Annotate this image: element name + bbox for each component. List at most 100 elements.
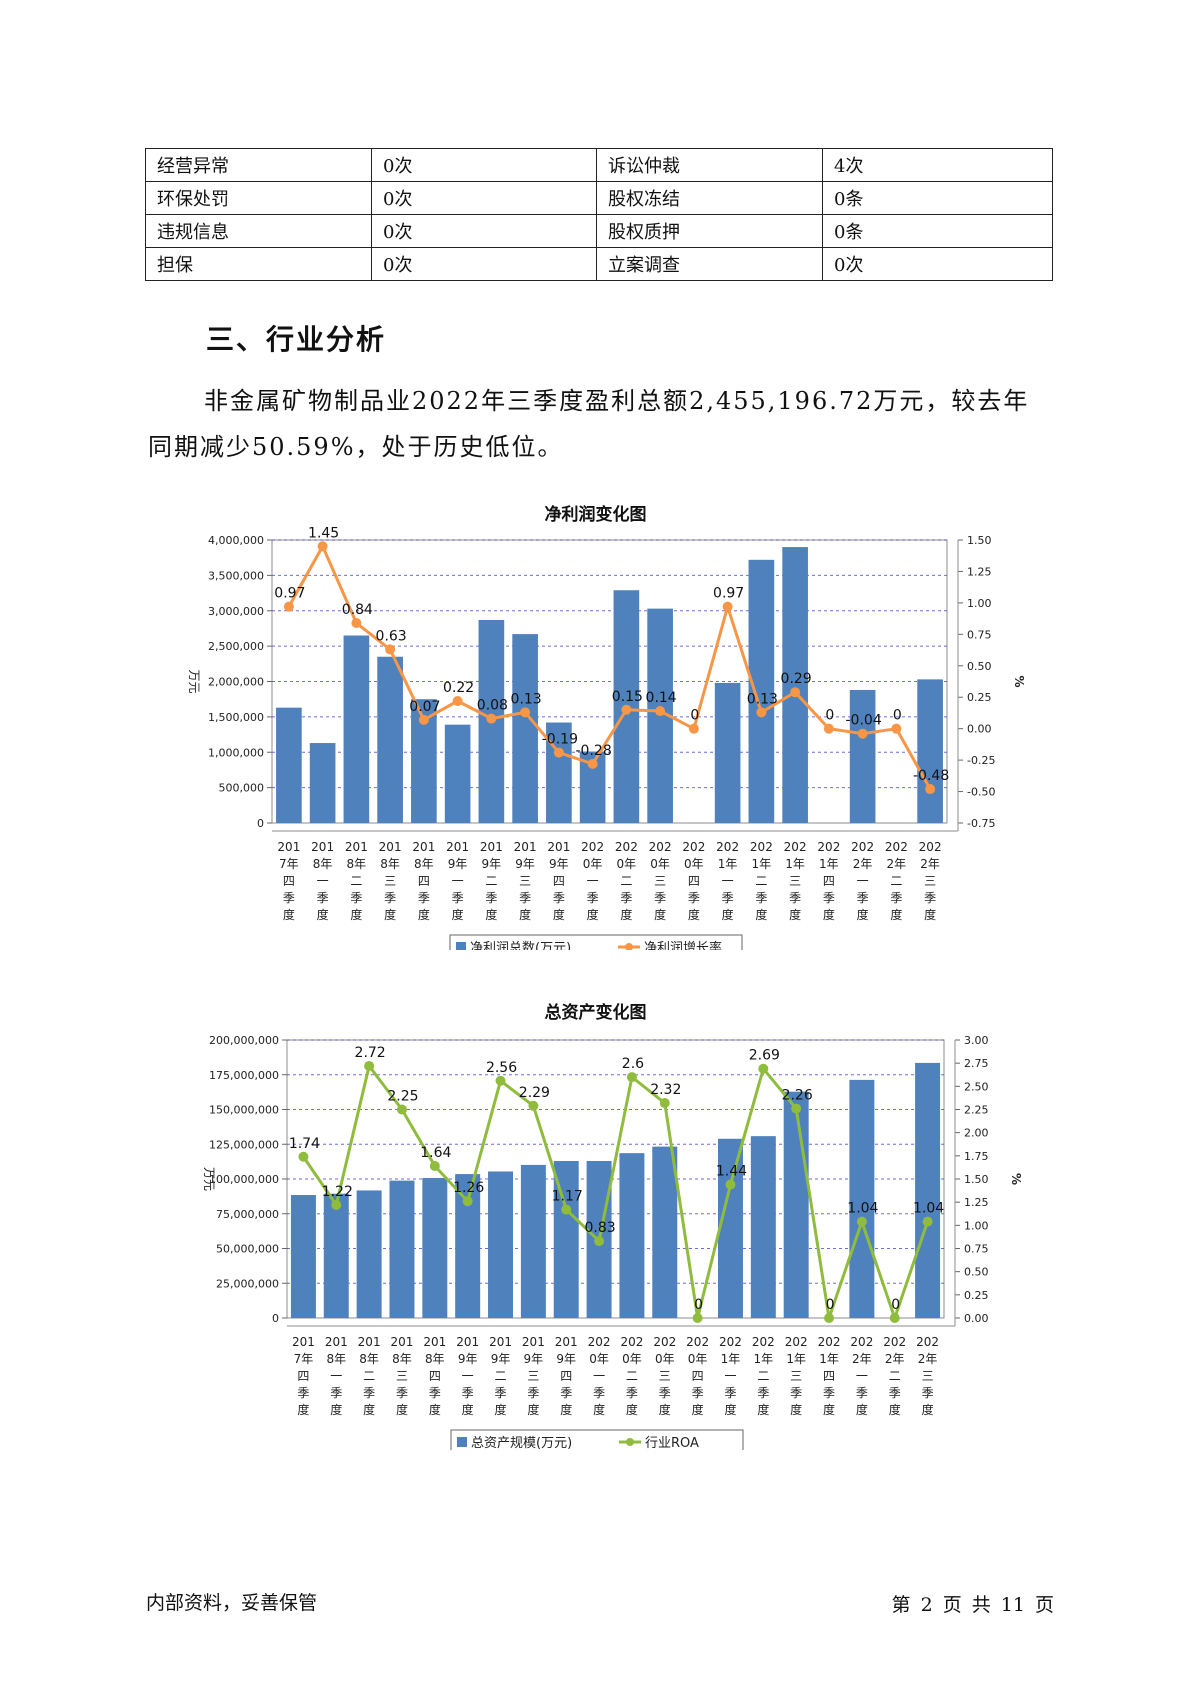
line-point bbox=[758, 1063, 769, 1074]
bar bbox=[917, 679, 943, 823]
data-label: 2.26 bbox=[782, 1088, 813, 1104]
footer-confidential-note: 内部资料，妥善保管 bbox=[146, 1592, 318, 1614]
x-tick-label: 202 1年二季度 bbox=[750, 840, 773, 922]
legend-box bbox=[449, 934, 743, 950]
bar bbox=[783, 1091, 809, 1318]
legend-bar-label: 净利润总数(万元) bbox=[470, 941, 571, 950]
data-label: 0.63 bbox=[376, 628, 407, 644]
line-point bbox=[486, 713, 497, 724]
x-tick-label: 202 1年一季度 bbox=[716, 840, 739, 922]
bar bbox=[290, 1195, 316, 1318]
x-tick-label: 202 1年三季度 bbox=[784, 840, 807, 922]
legend-line-marker bbox=[625, 943, 633, 950]
bar bbox=[444, 724, 471, 823]
bar bbox=[389, 1180, 415, 1318]
bar bbox=[520, 1164, 546, 1318]
data-label: 0 bbox=[690, 708, 699, 724]
y2-tick-label: 2.50 bbox=[964, 1080, 989, 1093]
line-point bbox=[520, 707, 531, 718]
x-tick-label: 202 1年四季度 bbox=[817, 840, 840, 922]
y-tick-label: 125,000,000 bbox=[209, 1138, 279, 1151]
y2-tick-label: -0.50 bbox=[967, 786, 995, 799]
table-row: 违规信息 0次 股权质押 0条 bbox=[145, 214, 1053, 248]
y2-tick-label: 2.75 bbox=[964, 1057, 989, 1070]
x-tick-label: 202 2年三季度 bbox=[919, 840, 942, 922]
y2-axis-title: % bbox=[1012, 675, 1026, 687]
y-tick-label: 0 bbox=[272, 1312, 279, 1325]
line-point bbox=[824, 1313, 835, 1323]
footer-page-number: 第 2 页 共 11 页 bbox=[891, 1594, 1054, 1616]
line-point bbox=[283, 601, 294, 612]
table-cell: 0次 bbox=[822, 247, 1053, 281]
bar bbox=[422, 1178, 448, 1318]
y-tick-label: 25,000,000 bbox=[216, 1277, 279, 1290]
y-tick-label: 0 bbox=[257, 817, 264, 830]
table-row: 经营异常 0次 诉讼仲裁 4次 bbox=[145, 148, 1053, 182]
x-tick-label: 202 0年一季度 bbox=[581, 840, 604, 922]
chart-title-total-assets: 总资产变化图 bbox=[544, 1003, 647, 1023]
roa-line bbox=[302, 1064, 929, 1320]
table-row: 环保处罚 0次 股权冻结 0条 bbox=[145, 181, 1053, 215]
y2-tick-label: 0.00 bbox=[967, 723, 992, 736]
line-point bbox=[626, 1072, 637, 1083]
bar bbox=[782, 547, 808, 823]
data-label: 1.04 bbox=[913, 1201, 944, 1217]
total-assets-chart: 0 25,000,000 50,000,000 75,000,000 100,000,0… bbox=[202, 1034, 1023, 1450]
legend-line-label: 净利润增长率 bbox=[644, 940, 722, 950]
y2-tick-label: 1.25 bbox=[964, 1196, 989, 1209]
x-tick-label: 202 0年四季度 bbox=[686, 1335, 709, 1417]
line-point bbox=[756, 707, 767, 718]
data-label: 1.22 bbox=[322, 1184, 353, 1200]
table-cell: 0次 bbox=[371, 148, 597, 182]
x-tick-label: 201 7年四季度 bbox=[277, 840, 300, 922]
body-paragraph: 非金属矿物制品业2022年三季度盈利总额2,455,196.72万元，较去年同期… bbox=[148, 387, 1030, 461]
line-point bbox=[621, 704, 632, 715]
line-point bbox=[385, 644, 396, 655]
line-point bbox=[561, 1204, 572, 1215]
y-tick-label: 1,000,000 bbox=[208, 746, 264, 759]
table-cell: 违规信息 bbox=[145, 214, 372, 248]
y2-tick-label: -0.75 bbox=[967, 817, 995, 830]
data-label: -0.28 bbox=[576, 743, 612, 759]
x-tick-label: 202 2年二季度 bbox=[883, 1335, 906, 1417]
y2-tick-label: 1.50 bbox=[964, 1173, 989, 1186]
line-point bbox=[655, 706, 666, 717]
y2-axis-title: % bbox=[1009, 1173, 1023, 1185]
legend-line-marker bbox=[626, 1438, 634, 1446]
legend-line-label: 行业ROA bbox=[645, 1436, 699, 1450]
x-tick-label: 202 2年三季度 bbox=[916, 1335, 939, 1417]
data-label: 2.56 bbox=[486, 1060, 517, 1076]
bar bbox=[915, 1062, 941, 1318]
y2-tick-label: 1.00 bbox=[964, 1219, 989, 1232]
y-tick-label: 175,000,000 bbox=[209, 1069, 279, 1082]
y-tick-label: 75,000,000 bbox=[216, 1208, 279, 1221]
chart-title-net-profit: 净利润变化图 bbox=[544, 505, 647, 525]
y-tick-label: 3,500,000 bbox=[208, 569, 264, 582]
data-label: 2.32 bbox=[650, 1082, 681, 1098]
x-tick-label: 201 9年一季度 bbox=[446, 840, 469, 922]
x-tick-label: 201 8年四季度 bbox=[412, 840, 435, 922]
table-cell: 0条 bbox=[822, 181, 1053, 215]
table-cell: 股权质押 bbox=[596, 214, 823, 248]
y-tick-label: 500,000 bbox=[219, 782, 265, 795]
y2-tick-label: 0.75 bbox=[967, 628, 992, 641]
bar bbox=[323, 1193, 349, 1318]
line-point bbox=[594, 1236, 605, 1247]
line-point bbox=[922, 1216, 933, 1227]
line-point bbox=[889, 1313, 900, 1323]
data-label: 2.6 bbox=[622, 1056, 644, 1072]
table-cell: 0次 bbox=[371, 181, 597, 215]
x-tick-label: 201 9年一季度 bbox=[456, 1335, 479, 1417]
x-tick-label: 202 0年一季度 bbox=[588, 1335, 611, 1417]
data-label: 2.29 bbox=[519, 1085, 550, 1101]
x-tick-label: 201 9年三季度 bbox=[522, 1335, 545, 1417]
line-point bbox=[317, 541, 328, 552]
y-tick-label: 200,000,000 bbox=[209, 1034, 279, 1047]
risk-info-table: 经营异常 0次 诉讼仲裁 4次 环保处罚 0次 股权冻结 0条 违规信息 0次 … bbox=[145, 148, 1053, 281]
line-point bbox=[351, 618, 362, 629]
data-label: 1.74 bbox=[289, 1136, 320, 1152]
data-label: 0 bbox=[826, 1297, 835, 1313]
bar bbox=[652, 1146, 678, 1318]
bar bbox=[849, 1079, 875, 1318]
x-tick-label: 201 9年三季度 bbox=[514, 840, 537, 922]
